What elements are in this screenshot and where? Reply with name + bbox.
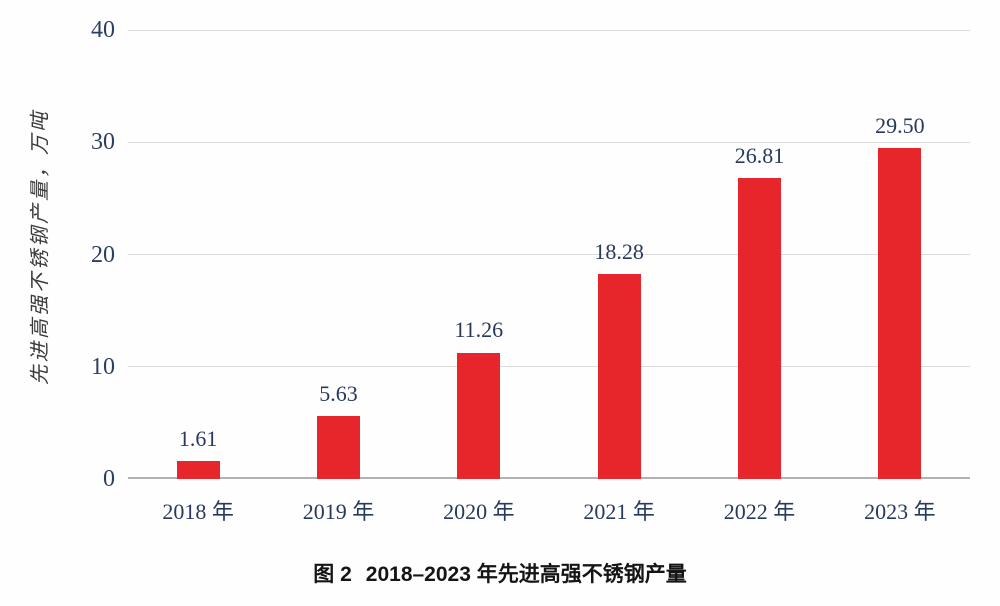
- x-axis-line: [128, 477, 970, 479]
- gridline-y30: [128, 141, 970, 143]
- figure-caption: 图 2 2018–2023 年先进高强不锈钢产量: [0, 558, 1000, 588]
- plot-area: 0 10 20 30 40 1.61 2018 年 5.63 2019 年 11.26 2020 年…: [91, 18, 970, 524]
- y-tick-label-20: 20: [91, 241, 115, 268]
- bar-value-label: 11.26: [454, 317, 504, 343]
- x-tick-label: 2020 年: [443, 499, 515, 524]
- bar-value-label: 26.81: [734, 142, 785, 168]
- x-tick-label: 2023 年: [864, 499, 936, 524]
- bar-2019年: [317, 415, 360, 479]
- y-axis-title: 先进高强不锈钢产量，万吨: [29, 109, 52, 385]
- bar-value-label: 18.28: [594, 238, 644, 264]
- x-tick-label: 2019 年: [302, 499, 375, 524]
- bar-value-label: 29.50: [875, 112, 925, 138]
- y-tick-label-30: 30: [91, 129, 115, 156]
- figure-caption-number: 图 2: [313, 563, 352, 586]
- figure-caption-text: 2018–2023 年先进高强不锈钢产量: [365, 563, 687, 586]
- bar-2020年: [457, 352, 501, 479]
- bar-2021年: [597, 273, 641, 479]
- gridline-y20: [128, 254, 970, 255]
- y-tick-label-40: 40: [91, 17, 115, 43]
- bar-2022年: [738, 178, 781, 479]
- y-tick-label-0: 0: [103, 466, 115, 492]
- x-tick-label: 2018 年: [162, 499, 234, 524]
- bar-value-label: 5.63: [319, 380, 358, 406]
- bar-2023年: [878, 147, 922, 479]
- x-tick-label: 2021 年: [583, 499, 655, 524]
- y-tick-label-10: 10: [91, 353, 115, 380]
- x-tick-label: 2022 年: [723, 499, 796, 524]
- bar-2018年: [176, 460, 220, 479]
- gridline-y40: [128, 29, 970, 31]
- gridline-y10: [128, 366, 970, 368]
- bar-value-label: 1.61: [178, 425, 218, 451]
